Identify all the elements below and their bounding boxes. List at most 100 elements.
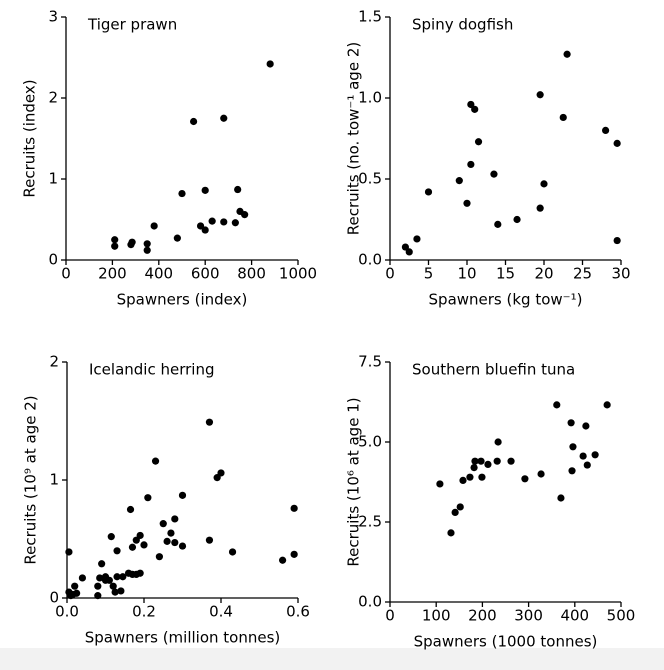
y-tick-label: 0 [49, 589, 59, 607]
x-tick-label: 800 [237, 265, 266, 283]
scatter-point [144, 494, 152, 502]
scatter-point [583, 461, 591, 469]
scatter-point [447, 529, 455, 537]
scatter-point [290, 504, 298, 512]
y-tick-label: 0 [48, 251, 58, 269]
scatter-point [136, 569, 144, 577]
scatter-point [537, 470, 545, 478]
scatter-point [196, 222, 205, 230]
x-axis-label: Spawners (million tonnes) [85, 629, 281, 647]
scatter-point [231, 219, 239, 227]
scatter-point [540, 180, 548, 188]
x-tick-label: 0.4 [209, 603, 233, 621]
scatter-point [536, 91, 544, 99]
y-tick-label: 1.5 [358, 8, 382, 26]
scatter-point [241, 211, 249, 219]
scatter-point [140, 541, 148, 549]
x-tick-label: 0.6 [286, 603, 310, 621]
scatter-point [173, 234, 181, 242]
x-axis-label: Spawners (1000 tonnes) [414, 633, 598, 651]
scatter-point [136, 531, 144, 540]
scatter-point [220, 114, 228, 122]
y-axis-label: Recruits (10⁹ at age 2) [22, 395, 40, 564]
scatter-point [190, 117, 198, 126]
x-tick-label: 300 [514, 607, 543, 625]
scatter-point [513, 215, 521, 224]
scatter-point [94, 592, 102, 600]
y-tick-label: 2 [48, 89, 58, 107]
x-tick-label: 5 [424, 265, 434, 283]
scatter-point [150, 222, 158, 230]
y-tick-label: 1.0 [358, 89, 382, 107]
scatter-point [234, 185, 242, 194]
scatter-point [65, 548, 73, 556]
scatter-point [205, 536, 214, 544]
scatter-point [436, 480, 444, 488]
scatter-point [467, 100, 475, 109]
scatter-point [143, 246, 151, 254]
scatter-point [105, 576, 113, 584]
scatter-point [579, 452, 587, 460]
y-axis-label: Recruits (no. tow⁻¹ age 2) [345, 42, 363, 235]
scatter-point [113, 573, 121, 581]
scatter-point [493, 457, 501, 465]
scatter-point [155, 553, 163, 561]
x-tick-label: 0 [385, 265, 395, 283]
y-tick-label: 5.0 [358, 433, 382, 451]
y-tick-label: 2 [49, 353, 59, 371]
scatter-point [98, 560, 106, 568]
scatter-point [290, 550, 298, 558]
scatter-point [401, 243, 409, 251]
scatter-point [459, 476, 467, 484]
scatter-point [208, 217, 216, 225]
scatter-point [73, 589, 81, 597]
scatter-point [613, 236, 621, 245]
scatter-point [113, 547, 121, 555]
scatter-point [117, 587, 125, 595]
scatter-point [128, 543, 137, 551]
scatter-point [119, 573, 127, 581]
scatter-point [71, 582, 79, 590]
scatter-point [205, 418, 214, 426]
scatter-point [405, 248, 413, 256]
scatter-point [568, 467, 576, 475]
scatter-point [111, 588, 119, 596]
scatter-point [266, 60, 274, 68]
scatter-point [557, 494, 565, 502]
x-tick-label: 100 [422, 607, 451, 625]
scatter-point [201, 226, 209, 234]
scatter-point [582, 422, 590, 430]
x-tick-label: 15 [496, 265, 515, 283]
x-tick-label: 20 [534, 265, 553, 283]
scatter-point [602, 126, 610, 134]
scatter-point [178, 542, 187, 550]
scatter-point [490, 170, 498, 178]
scatter-point [474, 138, 483, 146]
scatter-point [167, 529, 175, 537]
x-tick-label: 1000 [279, 265, 317, 283]
y-axis-label: Recruits (index) [21, 79, 39, 197]
y-tick-label: 1 [49, 471, 59, 489]
scatter-point [217, 469, 225, 477]
x-tick-label: 0 [385, 607, 395, 625]
x-tick-label: 600 [191, 265, 220, 283]
scatter-point [228, 548, 237, 556]
y-axis-label: Recruits (10⁶ at age 1) [345, 397, 363, 566]
scatter-point [94, 582, 102, 590]
x-tick-label: 25 [573, 265, 592, 283]
scatter-point [78, 574, 86, 582]
scatter-point [494, 438, 502, 446]
scatter-point [413, 235, 421, 243]
scatter-point [456, 503, 464, 511]
scatter-point [163, 537, 171, 545]
scatter-point [603, 401, 611, 409]
scatter-point [569, 443, 577, 451]
scatter-point [559, 113, 567, 122]
x-tick-label: 200 [468, 607, 497, 625]
scatter-point [591, 451, 599, 459]
scatter-point [220, 218, 228, 226]
scatter-point [126, 505, 135, 514]
footer-band [0, 648, 664, 670]
x-tick-label: 400 [144, 265, 173, 283]
